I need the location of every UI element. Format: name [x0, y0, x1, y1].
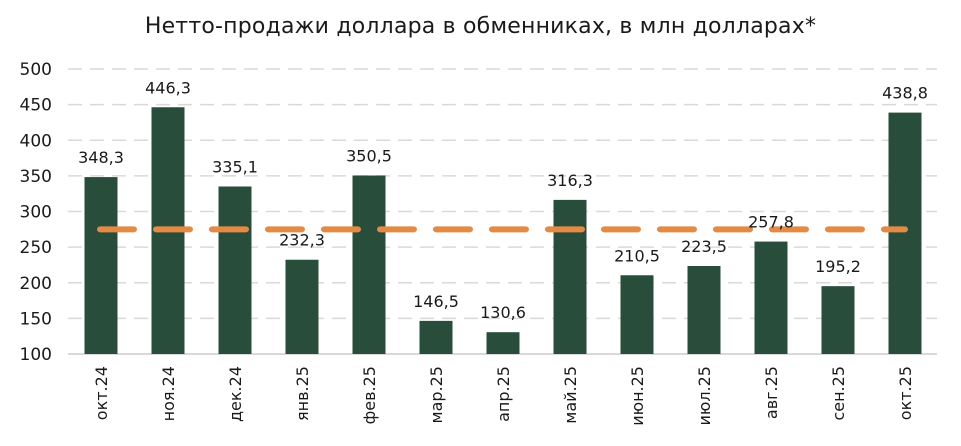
bar: [620, 275, 654, 354]
x-tick-label: фев.25: [360, 366, 379, 424]
y-tick-label: 100: [20, 345, 52, 365]
bar: [687, 266, 721, 354]
bar: [84, 177, 118, 354]
value-labels: 348,3 446,3 335,1 232,3 350,5 146,5 130,6 316,3…: [78, 78, 928, 322]
y-tick-label: 500: [20, 60, 52, 80]
gridlines: [68, 68, 937, 355]
bar: [821, 286, 855, 354]
x-tick-label: апр.25: [494, 366, 513, 422]
y-tick-label: 400: [20, 131, 52, 151]
x-tick-label: ноя.24: [159, 366, 178, 421]
data-value-label: 446,3: [145, 78, 191, 97]
x-tick-label: мар.25: [427, 366, 446, 423]
bar: [754, 241, 788, 354]
bar: [888, 112, 922, 354]
bar: [553, 199, 587, 354]
data-value-label: 232,3: [279, 231, 325, 250]
data-value-label: 316,3: [547, 171, 593, 190]
y-axis-ticks: 100 150 200 250 300 350 400 450 500: [20, 60, 52, 365]
y-tick-label: 300: [20, 203, 52, 223]
bar: [419, 320, 453, 354]
bar: [486, 332, 520, 354]
x-tick-label: окт.24: [92, 366, 111, 420]
x-tick-label: июн.25: [628, 366, 647, 426]
bar: [352, 175, 386, 354]
data-value-label: 335,1: [212, 157, 258, 176]
x-axis-labels: окт.24 ноя.24 дек.24 янв.25 фев.25 мар.25 апр.…: [92, 366, 915, 426]
y-tick-label: 350: [20, 167, 52, 187]
data-value-label: 350,5: [346, 147, 392, 166]
y-tick-label: 450: [20, 96, 52, 116]
data-value-label: 348,3: [78, 148, 124, 167]
data-value-label: 438,8: [882, 84, 928, 103]
x-tick-label: авг.25: [762, 366, 781, 419]
x-tick-label: окт.25: [896, 366, 915, 420]
x-tick-label: сен.25: [829, 366, 848, 421]
x-tick-label: май.25: [561, 366, 580, 424]
bar: [218, 186, 252, 354]
data-value-label: 210,5: [614, 246, 660, 265]
y-tick-label: 250: [20, 238, 52, 258]
chart-title: Нетто-продажи доллара в обменниках, в мл…: [144, 14, 817, 39]
x-tick-label: дек.24: [226, 366, 245, 422]
data-value-label: 130,6: [480, 303, 526, 322]
x-tick-label: июл.25: [695, 366, 714, 426]
bar: [285, 259, 319, 354]
data-value-label: 195,2: [815, 257, 861, 276]
y-tick-label: 150: [20, 309, 52, 329]
x-tick-label: янв.25: [293, 366, 312, 421]
data-value-label: 257,8: [748, 213, 794, 232]
y-tick-label: 200: [20, 274, 52, 294]
data-value-label: 146,5: [413, 292, 459, 311]
data-value-label: 223,5: [681, 237, 727, 256]
